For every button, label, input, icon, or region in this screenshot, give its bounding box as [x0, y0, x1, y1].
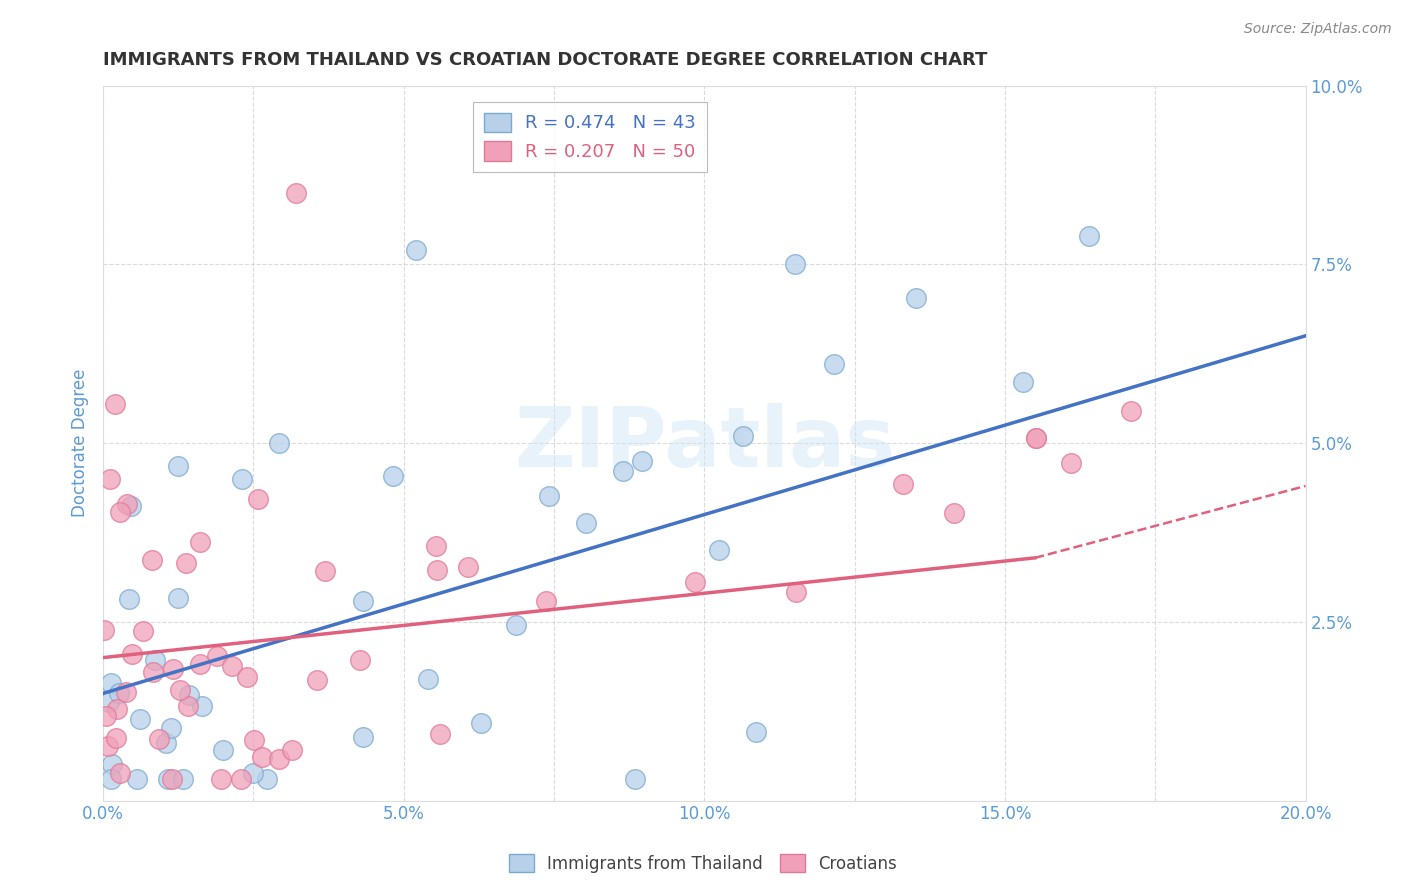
Point — [115, 685, 138, 699]
Point — [148, 731, 170, 746]
Point — [612, 464, 634, 478]
Point — [785, 585, 807, 599]
Point — [381, 468, 404, 483]
Point — [624, 772, 647, 787]
Point — [470, 715, 492, 730]
Point — [904, 291, 927, 305]
Point — [891, 476, 914, 491]
Point — [108, 766, 131, 780]
Point — [281, 743, 304, 757]
Point — [284, 186, 307, 200]
Point — [118, 592, 141, 607]
Point — [537, 489, 560, 503]
Point — [120, 499, 142, 513]
Point — [107, 701, 129, 715]
Point — [267, 752, 290, 766]
Text: ZIPatlas: ZIPatlas — [513, 402, 894, 483]
Point — [429, 726, 451, 740]
Point — [143, 653, 166, 667]
Point — [457, 559, 479, 574]
Point — [236, 670, 259, 684]
Point — [97, 739, 120, 754]
Point — [1011, 375, 1033, 389]
Point — [250, 750, 273, 764]
Point — [247, 491, 270, 506]
Point — [162, 662, 184, 676]
Point — [121, 647, 143, 661]
Point — [188, 657, 211, 671]
Point — [221, 658, 243, 673]
Point — [98, 473, 121, 487]
Text: Source: ZipAtlas.com: Source: ZipAtlas.com — [1244, 22, 1392, 37]
Point — [141, 553, 163, 567]
Point — [179, 688, 201, 702]
Point — [783, 257, 806, 271]
Point — [160, 721, 183, 735]
Point — [98, 695, 121, 709]
Point — [352, 594, 374, 608]
Point — [1025, 431, 1047, 445]
Point — [534, 594, 557, 608]
Point — [93, 623, 115, 637]
Point — [188, 534, 211, 549]
Point — [574, 516, 596, 530]
Point — [211, 743, 233, 757]
Point — [167, 459, 190, 474]
Y-axis label: Doctorate Degree: Doctorate Degree — [72, 369, 89, 517]
Point — [352, 731, 374, 745]
Point — [191, 699, 214, 714]
Point — [155, 736, 177, 750]
Point — [104, 397, 127, 411]
Point — [405, 243, 427, 257]
Point — [142, 665, 165, 679]
Point — [744, 725, 766, 739]
Point — [630, 453, 652, 467]
Legend: R = 0.474   N = 43, R = 0.207   N = 50: R = 0.474 N = 43, R = 0.207 N = 50 — [472, 102, 707, 172]
Point — [96, 709, 118, 723]
Point — [731, 429, 754, 443]
Point — [107, 686, 129, 700]
Point — [132, 624, 155, 638]
Point — [129, 713, 152, 727]
Point — [205, 649, 228, 664]
Point — [426, 563, 449, 577]
Point — [683, 574, 706, 589]
Point — [172, 772, 194, 787]
Point — [115, 497, 138, 511]
Legend: Immigrants from Thailand, Croatians: Immigrants from Thailand, Croatians — [502, 847, 904, 880]
Point — [1119, 404, 1142, 418]
Point — [1025, 431, 1047, 445]
Point — [209, 772, 232, 787]
Point — [416, 672, 439, 686]
Point — [314, 564, 336, 578]
Point — [269, 436, 291, 450]
Point — [242, 765, 264, 780]
Point — [174, 556, 197, 570]
Point — [1060, 456, 1083, 470]
Point — [823, 357, 845, 371]
Point — [100, 757, 122, 772]
Point — [160, 772, 183, 787]
Point — [942, 506, 965, 520]
Point — [167, 591, 190, 605]
Point — [425, 539, 447, 553]
Point — [176, 698, 198, 713]
Point — [108, 505, 131, 519]
Point — [231, 472, 253, 486]
Point — [505, 617, 527, 632]
Point — [157, 772, 180, 787]
Point — [229, 772, 252, 787]
Text: IMMIGRANTS FROM THAILAND VS CROATIAN DOCTORATE DEGREE CORRELATION CHART: IMMIGRANTS FROM THAILAND VS CROATIAN DOC… — [103, 51, 987, 69]
Point — [349, 653, 371, 667]
Point — [243, 733, 266, 747]
Point — [707, 543, 730, 558]
Point — [169, 683, 191, 698]
Point — [104, 731, 127, 745]
Point — [1078, 228, 1101, 243]
Point — [305, 673, 328, 688]
Point — [100, 676, 122, 690]
Point — [125, 772, 148, 787]
Point — [256, 772, 278, 787]
Point — [100, 772, 122, 787]
